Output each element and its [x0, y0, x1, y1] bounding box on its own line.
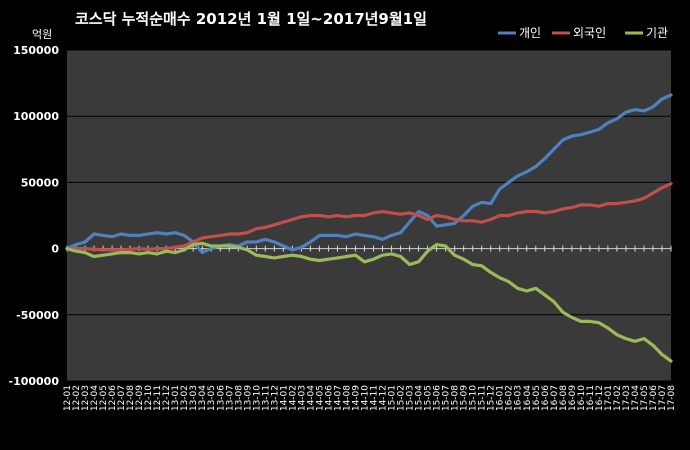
x-tick-label: 16-10	[577, 385, 587, 411]
x-tick-label: 15-01	[388, 385, 398, 411]
x-tick-label: 14-06	[324, 385, 334, 411]
x-tick-label: 16-03	[514, 385, 524, 411]
x-tick-label: 17-02	[613, 385, 623, 411]
x-tick-label: 12-02	[72, 385, 82, 411]
chart-title: 코스닥 누적순매수 2012년 1월 1일~2017년9월1일	[75, 10, 427, 28]
x-tick-label: 14-07	[333, 385, 343, 411]
x-tick-label: 12-06	[108, 385, 118, 411]
x-tick-label: 16-01	[496, 385, 506, 411]
x-tick-label: 13-09	[243, 385, 253, 411]
x-tick-label: 17-07	[658, 385, 668, 411]
x-tick-label: 12-11	[153, 385, 163, 411]
x-tick-label: 16-07	[550, 385, 560, 411]
x-tick-label: 17-04	[631, 385, 641, 411]
x-tick-label: 13-01	[171, 385, 181, 411]
x-tick-label: 14-10	[360, 385, 370, 411]
y-tick-label: -50000	[16, 309, 59, 322]
x-tick-label: 14-05	[315, 385, 325, 411]
x-tick-label: 15-10	[469, 385, 479, 411]
x-tick-label: 14-09	[351, 385, 361, 411]
x-tick-label: 14-11	[370, 385, 380, 411]
x-tick-label: 15-03	[406, 385, 416, 411]
x-tick-label: 15-06	[433, 385, 443, 411]
x-tick-label: 13-06	[216, 385, 226, 411]
x-tick-label: 15-05	[424, 385, 434, 411]
x-tick-label: 14-03	[297, 385, 307, 411]
x-tick-label: 13-08	[234, 385, 244, 411]
series-line	[65, 182, 673, 252]
x-tick-label: 12-10	[144, 385, 154, 411]
x-tick-label: 16-11	[586, 385, 596, 411]
y-axis-unit-label: 억원	[32, 28, 53, 41]
series-line	[65, 93, 673, 255]
x-tick-label: 14-12	[379, 385, 389, 411]
x-tick-label: 16-09	[568, 385, 578, 411]
x-tick-label: 14-02	[288, 385, 298, 411]
x-tick-label: 13-05	[207, 385, 217, 411]
x-tick-label: 17-03	[622, 385, 632, 411]
x-tick-label: 13-03	[189, 385, 199, 411]
x-tick-label: 13-04	[198, 385, 208, 411]
x-tick-label: 13-02	[180, 385, 190, 411]
x-tick-label: 15-11	[478, 385, 488, 411]
x-tick-label: 13-12	[270, 385, 280, 411]
x-tick-label: 16-12	[595, 385, 605, 411]
x-tick-label: 14-01	[279, 385, 289, 411]
y-tick-label: 0	[51, 243, 59, 256]
x-tick-label: 15-02	[397, 385, 407, 411]
x-tick-label: 12-05	[99, 385, 109, 411]
x-tick-label: 14-04	[306, 385, 316, 411]
x-tick-label: 12-12	[162, 385, 172, 411]
x-tick-label: 12-04	[90, 385, 100, 411]
legend-label: 기관	[646, 26, 668, 40]
x-tick-label: 13-11	[261, 385, 271, 411]
x-tick-label: 13-07	[225, 385, 235, 411]
x-tick-label: 12-03	[81, 385, 91, 411]
x-tick-label: 15-07	[442, 385, 452, 411]
x-tick-label: 16-04	[523, 385, 533, 411]
x-tick-label: 15-12	[487, 385, 497, 411]
y-tick-label: 150000	[13, 44, 59, 57]
x-tick-label: 15-09	[460, 385, 470, 411]
legend-label: 개인	[519, 26, 541, 40]
x-tick-label: 12-08	[126, 385, 136, 411]
x-tick-label: 17-08	[667, 385, 677, 411]
y-tick-label: 100000	[13, 110, 59, 123]
x-tick-label: 13-10	[252, 385, 262, 411]
x-tick-label: 16-05	[532, 385, 542, 411]
x-tick-label: 14-08	[342, 385, 352, 411]
x-tick-label: 15-08	[451, 385, 461, 411]
x-tick-label: 16-02	[505, 385, 515, 411]
x-tick-label: 12-09	[135, 385, 145, 411]
x-tick-label: 17-06	[649, 385, 659, 411]
x-tick-label: 16-06	[541, 385, 551, 411]
series-line	[65, 241, 673, 363]
x-tick-label: 15-04	[415, 385, 425, 411]
x-tick-label: 17-05	[640, 385, 650, 411]
y-tick-label: -100000	[9, 375, 60, 388]
legend-label: 외국인	[573, 26, 606, 40]
x-tick-label: 17-01	[604, 385, 614, 411]
x-tick-label: 16-08	[559, 385, 569, 411]
x-tick-label: 12-01	[63, 385, 73, 411]
y-tick-label: 50000	[21, 176, 60, 189]
x-tick-label: 12-07	[117, 385, 127, 411]
